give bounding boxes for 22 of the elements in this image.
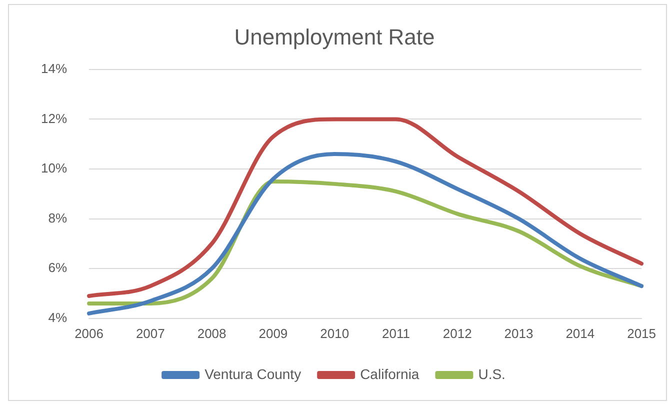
legend-label: Ventura County	[204, 366, 302, 382]
x-tick-label: 2012	[442, 326, 472, 341]
y-tick-label: 10%	[40, 160, 68, 176]
y-tick-label: 12%	[40, 110, 68, 126]
y-tick-label: 6%	[48, 260, 68, 276]
y-tick-label: 8%	[48, 210, 68, 226]
chart-title: Unemployment Rate	[234, 24, 435, 50]
legend-label: U.S.	[478, 366, 506, 382]
y-tick-label: 14%	[40, 60, 68, 76]
line-series	[87, 117, 644, 298]
y-tick-label: 4%	[48, 310, 68, 325]
x-tick-label: 2008	[197, 326, 226, 341]
x-tick-label: 2006	[74, 326, 104, 341]
legend-label: California	[360, 366, 420, 382]
line-series	[87, 152, 644, 316]
x-tick-label: 2015	[627, 326, 656, 341]
x-tick-label: 2010	[320, 326, 350, 341]
x-tick-label: 2011	[382, 326, 410, 341]
x-tick-label: 2014	[566, 326, 595, 341]
x-tick-label: 2007	[136, 326, 165, 341]
x-tick-label: 2013	[504, 326, 534, 341]
x-tick-label: 2009	[258, 326, 288, 341]
